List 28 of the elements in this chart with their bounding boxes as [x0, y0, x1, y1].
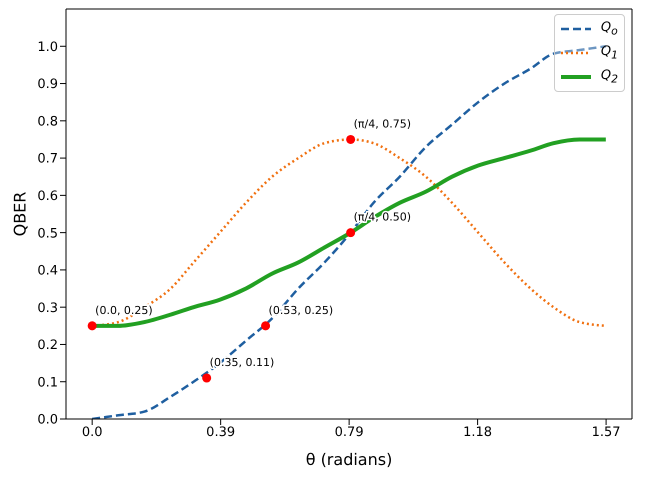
- point: [88, 321, 97, 330]
- y-tick-label: 0.5: [37, 226, 58, 242]
- y-tick-label: 0.6: [37, 188, 58, 204]
- y-tick-label: 0.1: [37, 375, 58, 390]
- x-tick-label: 0.79: [334, 425, 364, 440]
- point: [261, 321, 270, 330]
- x-tick-label: 1.18: [463, 425, 492, 440]
- y-tick-label: 1.0: [37, 40, 58, 55]
- y-tick-label: 0.7: [37, 152, 58, 167]
- legend-label: Q$_{1}$: [600, 44, 618, 62]
- legend-label: Q$_{o}$: [600, 20, 618, 38]
- y-tick-label: 0.0: [37, 412, 58, 428]
- y-tick-label: 0.3: [37, 300, 58, 316]
- annotation: (0.35, 0.11): [210, 356, 274, 369]
- y-tick-label: 0.2: [37, 338, 58, 354]
- point: [346, 134, 356, 144]
- x-tick-label: 1.57: [592, 425, 621, 440]
- x-tick-label: 0.0: [82, 425, 103, 440]
- point: [202, 373, 212, 383]
- point: [346, 228, 356, 238]
- annotation: (π/4, 0.75): [354, 117, 412, 130]
- x-tick-label: 0.39: [206, 425, 236, 440]
- y-tick-label: 0.9: [37, 77, 58, 92]
- legend-label: Q$_{2}$: [600, 68, 618, 86]
- y-axis-title: QBER: [10, 192, 30, 236]
- y-tick-label: 0.4: [37, 264, 58, 279]
- y-tick-label: 0.8: [37, 114, 58, 130]
- x-axis-title: θ (radians): [306, 450, 392, 469]
